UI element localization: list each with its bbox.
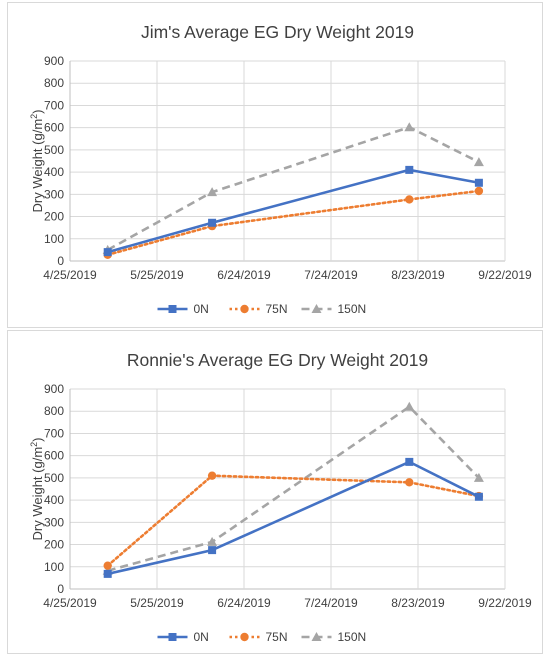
data-point-150n	[207, 536, 218, 546]
legend-marker-150n	[311, 632, 322, 641]
x-tick-label: 5/25/2019	[130, 268, 184, 282]
y-tick-label: 900	[44, 54, 64, 68]
data-point-75n	[207, 471, 217, 480]
x-tick-label: 4/25/2019	[43, 268, 97, 282]
data-point-0n	[208, 218, 217, 227]
data-point-75n	[405, 478, 414, 487]
y-tick-label: 700	[44, 98, 64, 112]
series-150n	[102, 401, 484, 575]
data-point-0n	[405, 457, 414, 466]
data-point-0n	[103, 569, 112, 578]
legend-marker-0n	[168, 305, 177, 313]
y-tick-label: 400	[44, 493, 64, 507]
x-tick-label: 7/24/2019	[304, 268, 358, 282]
x-tick-label: 5/25/2019	[130, 596, 184, 610]
data-point-0n	[405, 165, 414, 174]
data-point-150n	[473, 472, 484, 482]
x-tick-label: 6/24/2019	[217, 596, 271, 610]
legend-label-150n: 150N	[338, 630, 367, 644]
y-tick-label: 800	[44, 76, 64, 90]
legend-marker-150n	[311, 304, 322, 313]
legend-marker-75n	[240, 304, 249, 314]
data-point-0n	[474, 178, 483, 187]
data-point-75n	[405, 195, 414, 204]
y-tick-label: 0	[57, 254, 64, 268]
legend-label-150n: 150N	[338, 302, 367, 316]
ronnie-dry-weight-chart: Ronnie's Average EG Dry Weight 2019 0 100 2…	[29, 350, 532, 644]
series-150n	[102, 122, 484, 254]
series-line-150n	[107, 405, 480, 573]
legend: 0N 75N 150N	[157, 630, 367, 644]
y-tick-label: 300	[44, 187, 64, 201]
x-tick-label: 6/24/2019	[217, 268, 271, 282]
chart-title: Ronnie's Average EG Dry Weight 2019	[127, 350, 428, 370]
data-point-75n	[103, 561, 112, 570]
y-axis-label: Dry Weight (g/m2)	[29, 109, 45, 212]
data-point-0n	[474, 492, 483, 501]
chart-panel-jim: Jim's Average EG Dry Weight 2019 0 100 200 3…	[7, 2, 543, 328]
legend-label-75n: 75N	[266, 630, 288, 644]
chart-title: Jim's Average EG Dry Weight 2019	[141, 22, 414, 42]
legend: 0N 75N 150N	[157, 302, 367, 316]
series-line-75n	[106, 474, 481, 567]
x-tick-label: 9/22/2019	[478, 596, 532, 610]
y-tick-label: 100	[44, 232, 64, 246]
x-tick-label: 8/23/2019	[391, 596, 445, 610]
series-0n	[103, 457, 483, 578]
series-line-150n	[107, 125, 480, 252]
series-line-75n	[106, 189, 481, 257]
y-tick-label: 800	[44, 404, 64, 418]
legend-label-0n: 0N	[194, 302, 209, 316]
data-point-150n	[404, 122, 415, 132]
y-tick-label: 300	[44, 515, 64, 529]
x-tick-label: 9/22/2019	[478, 268, 532, 282]
chart-panel-ronnie: Ronnie's Average EG Dry Weight 2019 0 100 2…	[7, 330, 543, 654]
y-tick-label: 200	[44, 210, 64, 224]
y-tick-label: 900	[44, 382, 64, 396]
x-tick-label: 8/23/2019	[391, 268, 445, 282]
legend-label-75n: 75N	[266, 302, 288, 316]
data-point-150n	[404, 401, 415, 411]
data-point-150n	[207, 187, 218, 197]
data-point-150n	[473, 157, 484, 167]
legend-marker-75n	[240, 632, 249, 642]
y-tick-label: 700	[44, 426, 64, 440]
data-point-0n	[208, 546, 217, 555]
y-tick-label: 100	[44, 560, 64, 574]
y-tick-label: 500	[44, 471, 64, 485]
data-point-75n	[474, 186, 484, 196]
series-line-0n	[107, 168, 480, 254]
x-tick-label: 7/24/2019	[304, 596, 358, 610]
y-tick-label: 400	[44, 165, 64, 179]
legend-marker-0n	[168, 633, 177, 641]
data-point-0n	[103, 248, 112, 257]
series-75n	[103, 186, 484, 259]
y-tick-label: 200	[44, 538, 64, 552]
gridlines	[69, 60, 506, 262]
y-tick-label: 0	[57, 582, 64, 596]
legend-label-0n: 0N	[194, 630, 209, 644]
y-tick-label: 500	[44, 143, 64, 157]
y-tick-label: 600	[44, 121, 64, 135]
jim-dry-weight-chart: Jim's Average EG Dry Weight 2019 0 100 200 3…	[29, 22, 532, 316]
series-0n	[103, 165, 483, 257]
gridlines	[69, 388, 506, 590]
y-tick-label: 600	[44, 449, 64, 463]
series-line-0n	[107, 460, 480, 576]
y-axis-label: Dry Weight (g/m2)	[29, 437, 45, 540]
x-tick-label: 4/25/2019	[43, 596, 97, 610]
